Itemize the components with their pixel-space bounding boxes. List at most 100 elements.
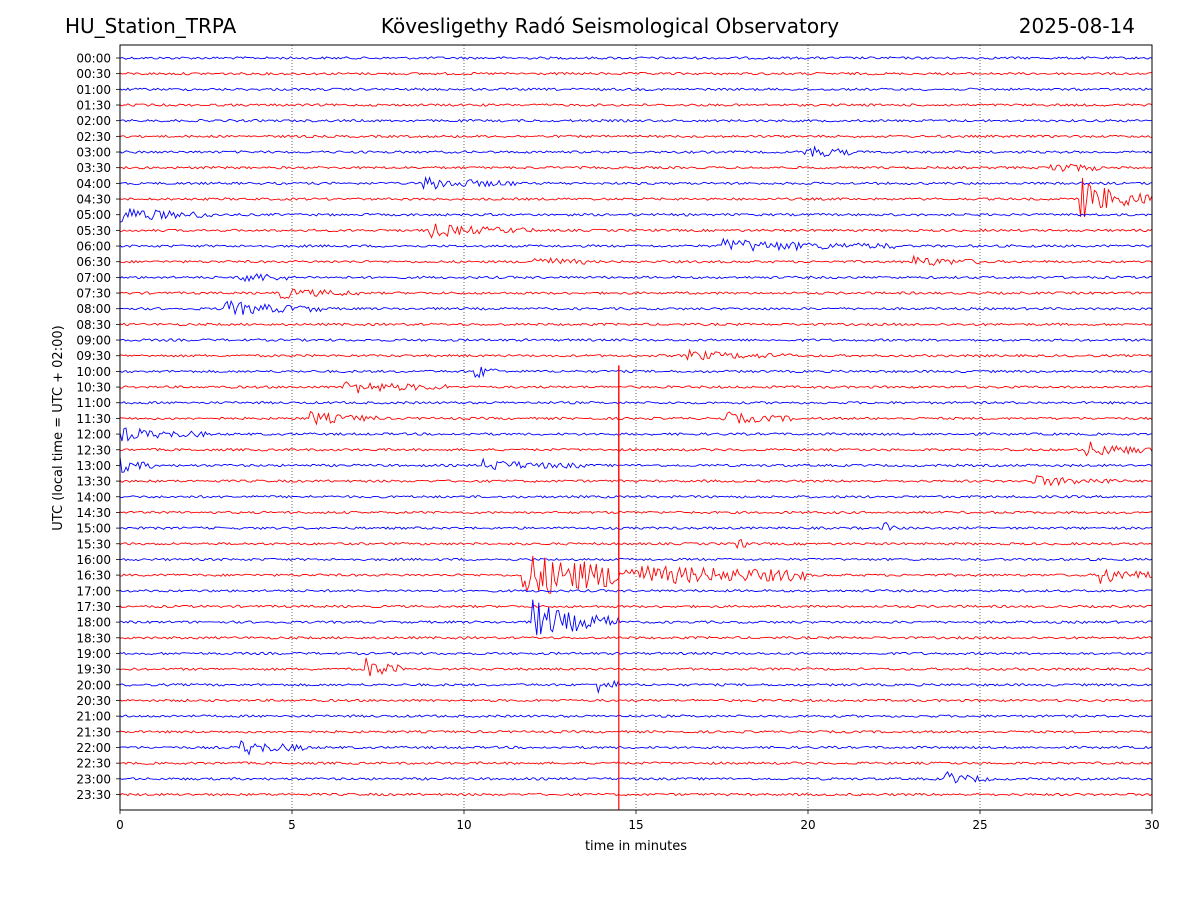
row-label-0230: 02:30	[76, 130, 111, 144]
trace-0930	[119, 348, 1153, 361]
trace-0730	[119, 288, 1153, 299]
figure-title: Kövesligethy Radó Seismological Observat…	[380, 14, 840, 38]
x-tick-label-0: 0	[116, 818, 124, 832]
trace-1230	[119, 441, 1153, 457]
grid-lines	[291, 45, 981, 810]
trace-0800	[120, 299, 1153, 316]
row-label-0930: 09:30	[76, 349, 111, 363]
trace-2000	[119, 679, 1153, 695]
trace-0430	[119, 177, 1153, 218]
trace-1330	[119, 474, 1153, 487]
row-label-1530: 15:30	[76, 537, 111, 551]
trace-1930	[119, 657, 1153, 677]
row-label-1130: 11:30	[76, 412, 111, 426]
trace-2230	[119, 761, 1153, 765]
trace-0830	[119, 322, 1153, 327]
row-label-0600: 06:00	[76, 240, 111, 254]
trace-0530	[119, 223, 1153, 239]
row-label-1430: 14:30	[76, 506, 111, 520]
row-label-1200: 12:00	[76, 428, 111, 442]
trace-1530	[119, 538, 1153, 550]
x-axis-label: time in minutes	[585, 839, 687, 854]
trace-1400	[119, 494, 1153, 499]
trace-2100	[119, 714, 1153, 718]
row-label-0300: 03:00	[76, 146, 111, 160]
row-label-0430: 04:30	[76, 193, 111, 207]
row-label-0100: 01:00	[76, 83, 111, 97]
row-label-1630: 16:30	[76, 569, 111, 583]
trace-0000	[119, 56, 1153, 60]
figure-date: 2025-08-14	[1018, 14, 1135, 38]
row-label-1900: 19:00	[76, 647, 111, 661]
row-label-0530: 05:30	[76, 224, 111, 238]
row-label-2100: 21:00	[76, 710, 111, 724]
trace-0630	[119, 254, 1153, 267]
row-label-2330: 23:30	[76, 788, 111, 802]
row-label-0700: 07:00	[76, 271, 111, 285]
row-label-1400: 14:00	[76, 490, 111, 504]
trace-1800	[119, 599, 1153, 636]
trace-0100	[119, 87, 1153, 92]
row-label-1000: 10:00	[76, 365, 111, 379]
trace-1200	[119, 427, 1153, 442]
trace-1700	[119, 588, 1153, 593]
trace-1500	[119, 522, 1153, 532]
row-label-1300: 13:00	[76, 459, 111, 473]
row-label-0330: 03:30	[76, 161, 111, 175]
x-tick-label-20: 20	[800, 818, 815, 832]
row-label-0030: 00:30	[76, 67, 111, 81]
trace-1600	[119, 557, 1153, 562]
trace-0230	[119, 134, 1153, 139]
row-label-0730: 07:30	[76, 287, 111, 301]
y-axis-label: UTC (local time = UTC + 02:00)	[51, 325, 66, 530]
trace-2330	[119, 792, 1153, 797]
row-label-1500: 15:00	[76, 522, 111, 536]
trace-0300	[119, 145, 1153, 158]
trace-0330	[119, 163, 1153, 173]
trace-1630	[120, 555, 1152, 594]
trace-1430	[119, 510, 1153, 515]
row-label-1330: 13:30	[76, 475, 111, 489]
row-label-1800: 18:00	[76, 616, 111, 630]
row-label-2130: 21:30	[76, 725, 111, 739]
row-label-0900: 09:00	[76, 334, 111, 348]
row-label-1100: 11:00	[76, 396, 111, 410]
row-label-1030: 10:30	[76, 381, 111, 395]
row-label-2230: 22:30	[76, 757, 111, 771]
x-tick-label-30: 30	[1144, 818, 1159, 832]
row-label-0000: 00:00	[76, 52, 111, 66]
row-label-1930: 19:30	[76, 663, 111, 677]
trace-2200	[119, 740, 1153, 756]
plot-frame	[119, 44, 1153, 811]
x-tick-label-25: 25	[972, 818, 987, 832]
trace-0130	[119, 103, 1153, 107]
row-label-0500: 05:00	[76, 208, 111, 222]
row-label-0630: 06:30	[76, 255, 111, 269]
station-name: HU_Station_TRPA	[65, 14, 237, 38]
trace-0500	[119, 208, 1152, 223]
row-label-1600: 16:00	[76, 553, 111, 567]
row-label-1730: 17:30	[76, 600, 111, 614]
row-label-2000: 20:00	[76, 678, 111, 692]
x-tick-label-10: 10	[456, 818, 471, 832]
trace-1130	[119, 410, 1153, 426]
trace-1830	[119, 635, 1153, 640]
trace-0700	[119, 273, 1153, 283]
row-label-0800: 08:00	[76, 302, 111, 316]
row-label-1700: 17:00	[76, 584, 111, 598]
row-label-0830: 08:30	[76, 318, 111, 332]
trace-2030	[119, 698, 1153, 703]
row-label-2030: 20:30	[76, 694, 111, 708]
trace-0200	[119, 118, 1153, 123]
trace-0030	[119, 71, 1152, 76]
row-label-2200: 22:00	[76, 741, 111, 755]
trace-1100	[119, 400, 1153, 405]
x-axis-ticks: 0 5 10 15 20 25 30	[116, 810, 1160, 832]
row-label-0130: 01:30	[76, 99, 111, 113]
row-label-1230: 12:30	[76, 443, 111, 457]
trace-1030	[119, 381, 1153, 394]
trace-0600	[119, 237, 1152, 253]
